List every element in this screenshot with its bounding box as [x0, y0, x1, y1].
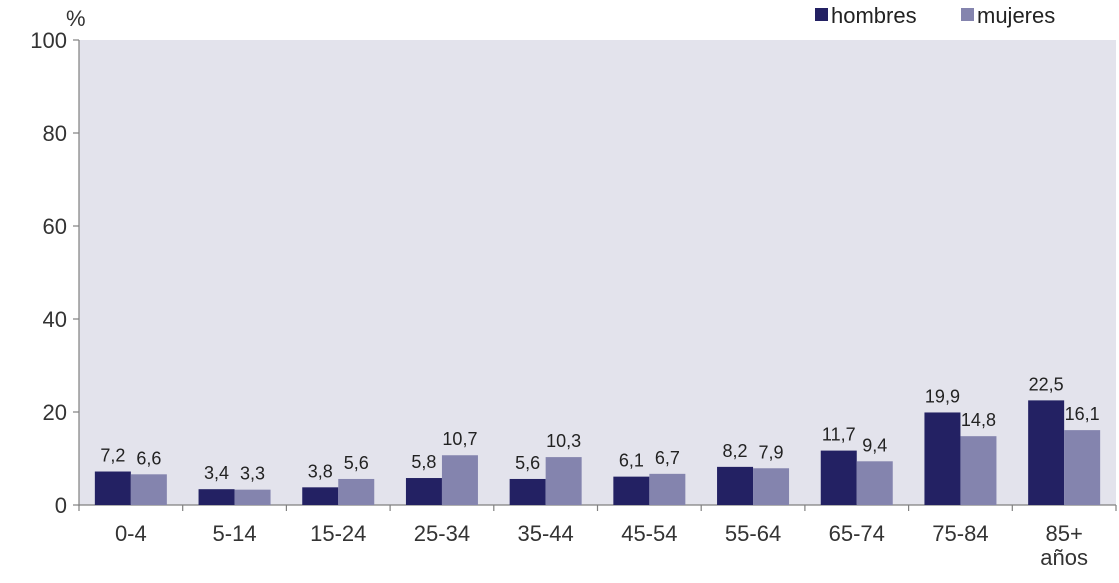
- data-label: 14,8: [961, 410, 996, 430]
- y-tick-label: 80: [43, 121, 67, 146]
- bar-mujeres: [545, 457, 582, 505]
- data-label: 3,3: [240, 464, 265, 484]
- bar-hombres: [198, 489, 235, 505]
- data-label: 5,6: [344, 453, 369, 473]
- y-axis: 0 20 40 60 80 100: [30, 28, 80, 518]
- legend-swatch-hombres: [815, 8, 828, 21]
- bar-hombres: [405, 478, 442, 505]
- legend-swatch-mujeres: [961, 8, 974, 21]
- x-tick-label: 5-14: [213, 521, 257, 546]
- bar-hombres: [820, 450, 857, 505]
- x-tick-label: 75-84: [932, 521, 988, 546]
- legend-label-hombres: hombres: [831, 3, 917, 28]
- x-tick-label: 15-24: [310, 521, 366, 546]
- x-tick-label: 35-44: [518, 521, 574, 546]
- legend: hombres mujeres: [815, 3, 1055, 28]
- bar-mujeres: [856, 461, 893, 505]
- data-label: 7,9: [759, 442, 784, 462]
- data-label: 7,2: [100, 446, 125, 466]
- data-label: 6,7: [655, 448, 680, 468]
- x-tick-label: 45-54: [621, 521, 677, 546]
- bar-hombres: [94, 471, 131, 505]
- data-label: 10,7: [442, 429, 477, 449]
- data-label: 9,4: [862, 435, 887, 455]
- bar-mujeres: [130, 474, 167, 505]
- bars: [94, 400, 1101, 505]
- y-tick-label: 40: [43, 307, 67, 332]
- bar-mujeres: [649, 473, 686, 505]
- x-tick-label: 0-4: [115, 521, 147, 546]
- x-tick-label: 65-74: [829, 521, 885, 546]
- x-tick-label: 85+ años: [1040, 521, 1088, 570]
- y-tick-label: 60: [43, 214, 67, 239]
- data-label: 19,9: [925, 386, 960, 406]
- data-label: 5,6: [515, 453, 540, 473]
- data-label: 5,8: [411, 452, 436, 472]
- bar-hombres: [1028, 400, 1065, 505]
- y-tick-label: 100: [30, 28, 67, 53]
- data-label: 11,7: [822, 425, 856, 445]
- bar-mujeres: [753, 468, 790, 505]
- x-tick-label: 25-34: [414, 521, 470, 546]
- bar-hombres: [717, 466, 754, 505]
- bar-hombres: [924, 412, 961, 505]
- bar-mujeres: [338, 478, 375, 505]
- data-labels: 7,2 3,4 3,8 5,8 5,6 6,1 8,2 11,7 19,9 22,5 6,6 3,3 5…: [100, 374, 1099, 483]
- bar-mujeres: [1064, 430, 1101, 505]
- data-label: 8,2: [723, 441, 748, 461]
- y-axis-label: %: [66, 6, 86, 31]
- y-tick-label: 0: [55, 493, 67, 518]
- bar-mujeres: [234, 489, 271, 505]
- x-tick-label: 55-64: [725, 521, 781, 546]
- bar-mujeres: [441, 455, 478, 505]
- data-label: 3,4: [204, 463, 229, 483]
- data-label: 22,5: [1029, 374, 1064, 394]
- bar-hombres: [302, 487, 339, 505]
- bar-mujeres: [960, 436, 997, 505]
- data-label: 10,3: [546, 431, 581, 451]
- data-label: 6,6: [136, 448, 161, 468]
- bar-hombres: [613, 476, 650, 505]
- legend-label-mujeres: mujeres: [977, 3, 1055, 28]
- data-label: 6,1: [619, 451, 644, 471]
- data-label: 16,1: [1065, 404, 1100, 424]
- y-tick-label: 20: [43, 400, 67, 425]
- data-label: 3,8: [308, 461, 333, 481]
- x-axis: 0-4 5-14 15-24 25-34 35-44 45-54 55-64 65-74 75-…: [78, 504, 1117, 570]
- bar-hombres: [509, 478, 546, 505]
